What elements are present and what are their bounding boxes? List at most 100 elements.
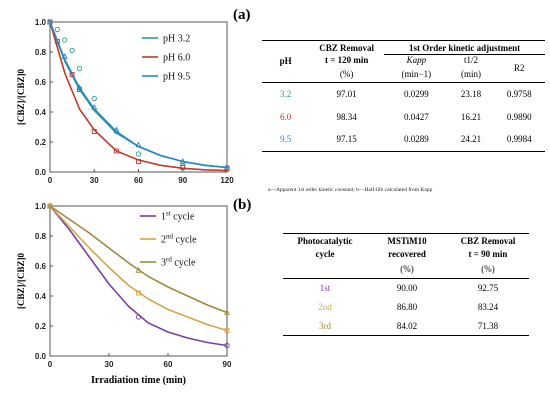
reuse-table: Photocatalytic MSTiM10 CBZ Removal cycle… <box>283 233 529 336</box>
y-tick-label: 0.0 <box>35 352 47 361</box>
header-removal-b1: CBZ Removal <box>460 236 516 246</box>
data-point <box>113 148 119 154</box>
header-removal-a2: t = 120 min <box>324 55 369 65</box>
y-axis-label: [CBZ]/[CBZ]0 <box>16 253 26 309</box>
data-point <box>91 95 97 102</box>
legend-label: pH 3.2 <box>163 34 190 45</box>
cell-kapp: 0.0427 <box>403 111 429 122</box>
data-point <box>62 37 68 43</box>
data-point <box>135 141 142 148</box>
cell-cycle: 1st <box>319 283 331 294</box>
cell-r2: 0.9758 <box>506 88 532 99</box>
cell-thalf: 16.21 <box>460 111 482 122</box>
data-point <box>91 104 98 110</box>
data-point <box>113 126 120 133</box>
y-tick-label: 0.2 <box>35 322 47 331</box>
x-tick-label: 0 <box>48 176 53 185</box>
cell-recovered: 90.00 <box>396 283 418 294</box>
table-row: 1st 90.00 92.75 <box>283 279 529 298</box>
x-tick-label: 120 <box>220 176 234 185</box>
legend-label: 2nd cycle <box>161 233 197 246</box>
y-tick-label: 0.4 <box>35 292 47 301</box>
data-point <box>91 129 97 134</box>
reuse-table-body: 1st 90.00 92.75 2nd 86.80 83.24 3rd 84.02 71.38 <box>283 279 529 336</box>
legend-label: pH 9.5 <box>163 72 190 83</box>
x-tick-label: 30 <box>105 360 114 369</box>
y-axis-label: [CBZ]/[CBZ]0 <box>16 69 26 125</box>
kinetics-table-body: 3.2 97.01 0.0299 23.18 0.9758 6.0 98.34 0.0427 1… <box>262 82 545 151</box>
data-point <box>46 18 54 25</box>
cell-ph: 3.2 <box>279 88 292 99</box>
data-point <box>180 165 186 170</box>
header-cycle-unit <box>283 260 367 279</box>
header-recovered-2: recovered <box>388 249 426 259</box>
header-recovered-unit: (%) <box>400 264 414 274</box>
x-tick-label: 60 <box>134 176 143 185</box>
chart-a: 0 30 60 90 120 0.0 0.2 0.4 0.6 0.8 1.0 [CBZ]/[CBZ]0… <box>16 18 234 185</box>
data-point <box>179 158 186 164</box>
cell-removal: 71.38 <box>477 320 499 331</box>
data-point <box>76 84 83 91</box>
header-kinetic-text: 1st Order kinetic adjustment <box>409 42 521 53</box>
header-recovered-1: MSTiM10 <box>387 236 427 246</box>
cell-removal: 98.34 <box>336 111 357 122</box>
header-removal-a1: CBZ Removal <box>319 42 375 53</box>
data-point <box>54 26 61 33</box>
series-line <box>49 205 228 314</box>
data-point <box>135 151 142 157</box>
data-point <box>135 267 142 273</box>
header-removal-unit-b: (%) <box>481 264 495 274</box>
table-row: 3rd 84.02 71.38 <box>283 317 529 336</box>
series-line <box>49 205 228 347</box>
table-row: 6.0 98.34 0.0427 16.21 0.9890 <box>262 105 545 128</box>
x-tick-label: 30 <box>90 176 99 185</box>
y-tick-label: 1.0 <box>35 202 47 211</box>
y-tick-label: 1.0 <box>35 18 47 27</box>
data-point <box>223 164 231 170</box>
cell-cycle: 2nd <box>318 302 332 312</box>
data-point <box>224 328 230 333</box>
header-kinetic: 1st Order kinetic adjustment <box>384 40 545 55</box>
y-tick-label: 0.8 <box>35 48 47 57</box>
plot-frame <box>49 21 228 173</box>
legend-label: pH 6.0 <box>163 53 190 64</box>
panel-b-label: (b) <box>233 197 251 213</box>
data-point <box>224 342 230 349</box>
header-thalf-unit: (min) <box>448 65 494 83</box>
kinetics-table: pH CBZ Removal 1st Order kinetic adjustm… <box>262 40 545 152</box>
cell-recovered: 84.02 <box>396 320 418 331</box>
legend-label: 3rd cycle <box>161 256 196 269</box>
plot-frame <box>49 205 228 357</box>
data-point <box>136 159 141 164</box>
header-thalf: t1/2 <box>464 55 479 66</box>
header-r2: R2 <box>493 54 545 83</box>
y-tick-label: 0.4 <box>35 108 47 117</box>
series-line <box>49 21 228 169</box>
data-point <box>135 314 142 320</box>
cell-ph: 6.0 <box>279 111 292 122</box>
table-row: 3.2 97.01 0.0299 23.18 0.9758 <box>262 82 545 105</box>
x-axis-label: Irradiation time (min) <box>91 375 186 386</box>
data-point <box>69 47 75 54</box>
cell-removal: 92.75 <box>477 283 499 294</box>
table-row: 9.5 97.15 0.0289 24.21 0.9984 <box>262 128 545 151</box>
data-point <box>223 309 231 315</box>
data-point <box>76 65 83 72</box>
series-line <box>49 205 228 332</box>
header-removal-unit-a: (%) <box>309 65 385 83</box>
cell-kapp: 0.0299 <box>403 88 429 99</box>
y-tick-label: 0.8 <box>35 232 47 241</box>
header-removal-b2: t = 90 min <box>468 249 508 259</box>
header-kapp-unit: (min−1) <box>384 65 449 83</box>
cell-thalf: 24.21 <box>460 134 482 145</box>
table-row: 2nd 86.80 83.24 <box>283 298 529 317</box>
cell-removal: 97.15 <box>336 134 357 145</box>
legend-label: 1st cycle <box>161 210 195 223</box>
kinetics-footnote: a—Apparent 1st order kinetic constant; b… <box>268 187 433 193</box>
panel-a-label: (a) <box>233 7 251 23</box>
data-point <box>46 202 54 209</box>
header-cycle-1: Photocatalytic <box>297 236 353 246</box>
data-point <box>61 53 68 59</box>
cell-r2: 0.9984 <box>506 134 532 145</box>
